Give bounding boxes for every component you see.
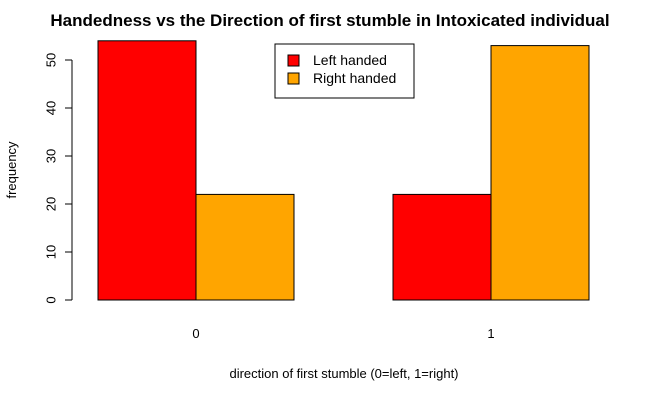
bar-left-handed-0 (97, 40, 197, 301)
y-axis-label: frequency (4, 141, 19, 199)
y-tick-label: 50 (43, 53, 58, 67)
legend-box (274, 43, 415, 99)
y-tick-label: 40 (43, 101, 58, 115)
y-tick-label: 30 (43, 149, 58, 163)
chart-title: Handedness vs the Direction of first stu… (50, 11, 609, 30)
bar-right-handed-1 (490, 45, 590, 301)
x-axis-label: direction of first stumble (0=left, 1=ri… (229, 366, 458, 381)
y-tick-label: 10 (43, 245, 58, 259)
legend-label: Left handed (313, 52, 387, 68)
x-tick-label: 0 (192, 326, 199, 341)
bar-right-handed-0 (195, 193, 295, 301)
y-axis: 0 10 20 30 40 50 (43, 53, 73, 304)
bars (97, 40, 590, 301)
x-tick-label: 1 (487, 326, 494, 341)
y-tick-label: 0 (43, 296, 58, 303)
legend-swatch (287, 72, 300, 85)
legend-label: Right handed (313, 70, 396, 86)
legend: Left handed Right handed (274, 43, 415, 99)
y-tick-label: 20 (43, 197, 58, 211)
bar-left-handed-1 (392, 193, 492, 301)
legend-swatch (287, 54, 300, 67)
